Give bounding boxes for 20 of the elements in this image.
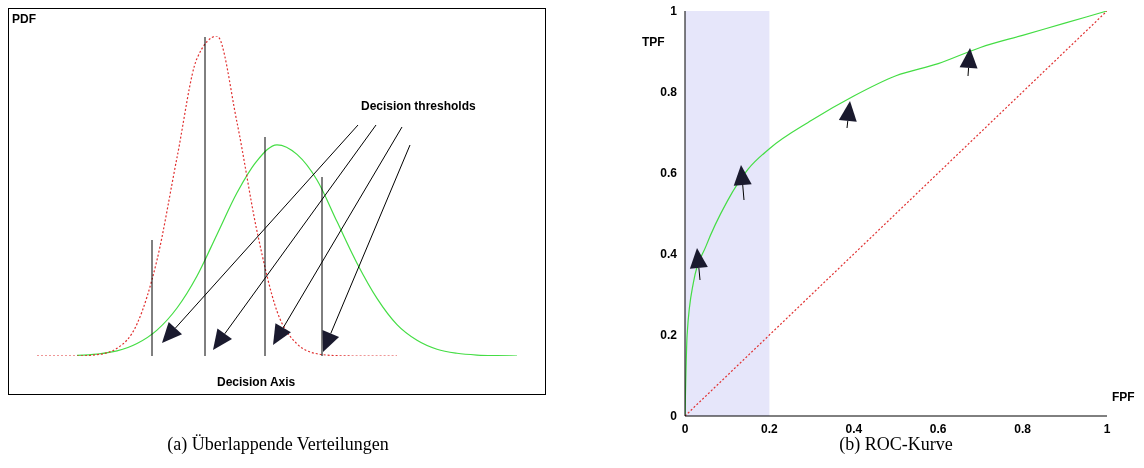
y-tick-label: 0 [670,409,678,424]
x-tick-label: 0.6 [929,421,947,436]
x-tick-label: 0.4 [845,421,863,436]
x-tick-label: 0.8 [1014,421,1032,436]
text: (a) Überlappende Verteilungen [166,434,390,455]
y-tick-label: 0.8 [660,85,678,100]
annotation: Decision thresholds [361,99,476,113]
text: (b) ROC-Kurve [838,434,954,455]
x-tick-label: 1 [1103,421,1111,436]
y-tick-label: 0.6 [660,166,678,181]
y-axis-title: PDF [12,12,36,26]
x-axis-title: Decision Axis [217,375,296,389]
y-tick-label: 0.4 [660,247,678,262]
x-axis-title: FPF [1112,390,1135,404]
x-tick-label: 0.2 [761,421,779,436]
y-tick-label: 1 [670,4,678,19]
x-tick-label: 0 [681,421,689,436]
y-axis-title: TPF [642,35,665,49]
line-series [685,11,1107,416]
y-tick-label: 0.2 [660,328,678,343]
